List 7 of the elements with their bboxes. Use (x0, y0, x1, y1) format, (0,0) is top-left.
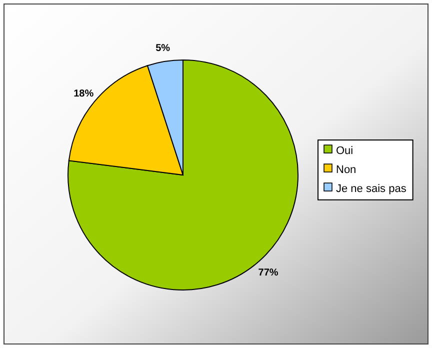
data-label: 18% (74, 88, 94, 100)
legend-label: Je ne sais pas (336, 182, 407, 195)
data-label: 5% (156, 43, 170, 54)
legend-label: Oui (336, 144, 354, 157)
pie-slice (68, 60, 298, 290)
data-label: 77% (258, 267, 278, 278)
legend-label: Non (336, 164, 356, 176)
